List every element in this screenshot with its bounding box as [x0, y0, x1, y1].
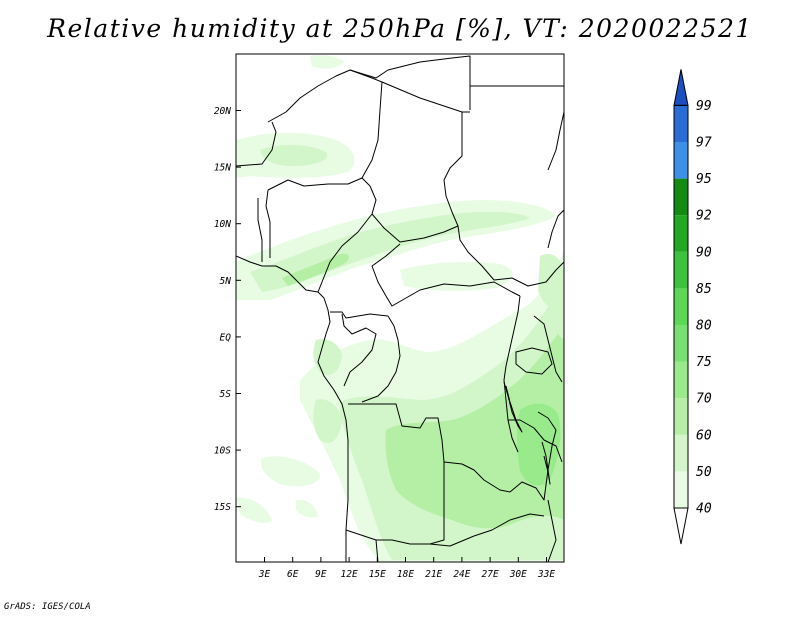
lake-tanganyika	[503, 381, 523, 433]
country-borders	[236, 55, 564, 562]
colorbar-outline	[673, 104, 689, 509]
colorbar-box	[674, 434, 688, 472]
border-uganda-kenya	[533, 315, 563, 383]
lat-tick-label: EQ	[220, 332, 232, 343]
lake-malawi	[541, 441, 551, 485]
border-chad-north	[381, 81, 470, 113]
border-car-west	[371, 243, 401, 267]
humidity-shading	[236, 55, 564, 562]
border-chad-car	[371, 213, 459, 243]
grads-credit: GrADS: IGES/COLA	[4, 602, 91, 612]
colorbar-label: 97	[696, 136, 712, 151]
border-mozambique	[547, 499, 557, 562]
colorbar-label: 40	[696, 502, 712, 517]
lon-tick-label: 15E	[369, 569, 386, 580]
humidity-patch-south-inner	[385, 334, 564, 529]
colorbar-box	[674, 288, 688, 325]
colorbar-box	[674, 178, 688, 216]
colorbar-arrow-low	[673, 507, 689, 545]
humidity-patch-sahel-west-core	[260, 144, 328, 166]
colorbar: 40 50 60 70 75 80 85 90 92 95 97 99	[673, 69, 712, 545]
colorbar-box	[674, 215, 688, 252]
humidity-patch-angola-west	[313, 399, 342, 444]
border-red-sea	[547, 111, 564, 171]
lon-tick-label: 6E	[287, 569, 299, 580]
lake-victoria	[515, 347, 553, 375]
border-angola-zambia	[376, 462, 445, 545]
colorbar-label: 90	[696, 245, 712, 260]
colorbar-label: 99	[696, 99, 712, 114]
border-tanzania	[508, 419, 563, 463]
colorbar-box	[674, 361, 688, 399]
colorbar-label: 70	[696, 392, 712, 407]
lat-tick-label: 10N	[214, 219, 231, 230]
border-botswana	[429, 535, 475, 547]
lat-tick-label: 20N	[214, 106, 231, 117]
humidity-wisp-sw1	[260, 456, 321, 487]
colorbar-label: 50	[696, 465, 712, 480]
lon-tick-label: 3E	[258, 569, 271, 580]
border-congo-drc	[361, 315, 401, 403]
border-benin-togo	[257, 198, 263, 262]
lon-tick-label: 24E	[453, 569, 470, 580]
colorbar-box	[674, 471, 688, 508]
colorbar-label: 92	[696, 209, 712, 224]
border-ethiopia	[547, 209, 564, 249]
border-niger-south	[236, 121, 277, 167]
map-title: Relative humidity at 250hPa [%], VT: 202…	[47, 14, 753, 43]
lon-tick-label: 33E	[537, 569, 555, 580]
map-frame	[235, 53, 565, 563]
border-nigeria-west	[265, 189, 271, 258]
colorbar-label: 75	[696, 355, 712, 370]
border-south-sudan	[493, 261, 564, 287]
humidity-wisp-sw3	[296, 499, 318, 518]
border-namibia	[345, 529, 379, 562]
humidity-patch-sahel-strong	[282, 253, 349, 286]
lon-tick-label: 30E	[509, 569, 527, 580]
lon-tick-label: 9E	[315, 569, 327, 580]
lon-tick-label: 21E	[425, 569, 442, 580]
border-drc-east	[503, 295, 521, 453]
lat-tick-label: 5N	[220, 276, 232, 287]
humidity-patch-north-top	[310, 55, 344, 69]
border-zimbabwe	[473, 513, 545, 537]
lon-tick-label: 12E	[341, 569, 358, 580]
colorbar-arrow-high	[673, 69, 689, 106]
colorbar-box	[674, 142, 688, 179]
lat-tick-label: 15S	[214, 502, 231, 513]
border-nigeria-north	[267, 177, 377, 215]
humidity-wisp-sw2	[236, 497, 272, 523]
colorbar-label: 80	[696, 319, 712, 334]
lon-tick-label: 18E	[397, 569, 414, 580]
lat-tick-label: 15N	[214, 163, 231, 174]
colorbar-box	[674, 325, 688, 362]
border-drc-angola	[348, 403, 511, 493]
border-nigeria-east	[317, 213, 373, 293]
lat-tick-label: 10S	[214, 446, 231, 457]
border-gabon-congo	[341, 313, 377, 387]
border-sudan-west	[443, 112, 495, 281]
border-algeria-libya	[349, 55, 471, 110]
lon-tick-label: 27E	[482, 569, 499, 580]
colorbar-label: 60	[696, 428, 712, 443]
border-mali-niger	[267, 69, 383, 179]
humidity-patch-gabon	[313, 338, 342, 376]
colorbar-box	[674, 398, 688, 435]
longitude-axis: 3E 6E 9E 12E 15E 18E 21E 24E 27E 30E 33E	[258, 557, 555, 580]
border-cameroon-south	[330, 311, 389, 319]
border-car-south	[371, 265, 521, 307]
colorbar-label: 85	[696, 282, 712, 297]
humidity-patch-central-band	[400, 262, 513, 291]
colorbar-box	[674, 251, 688, 289]
coastline-west-africa	[236, 255, 349, 562]
colorbar-box	[674, 105, 688, 142]
latitude-axis: 20N 15N 10N 5N EQ 5S 10S 15S	[214, 106, 241, 513]
lat-tick-label: 5S	[220, 389, 232, 400]
colorbar-label: 95	[696, 172, 712, 187]
